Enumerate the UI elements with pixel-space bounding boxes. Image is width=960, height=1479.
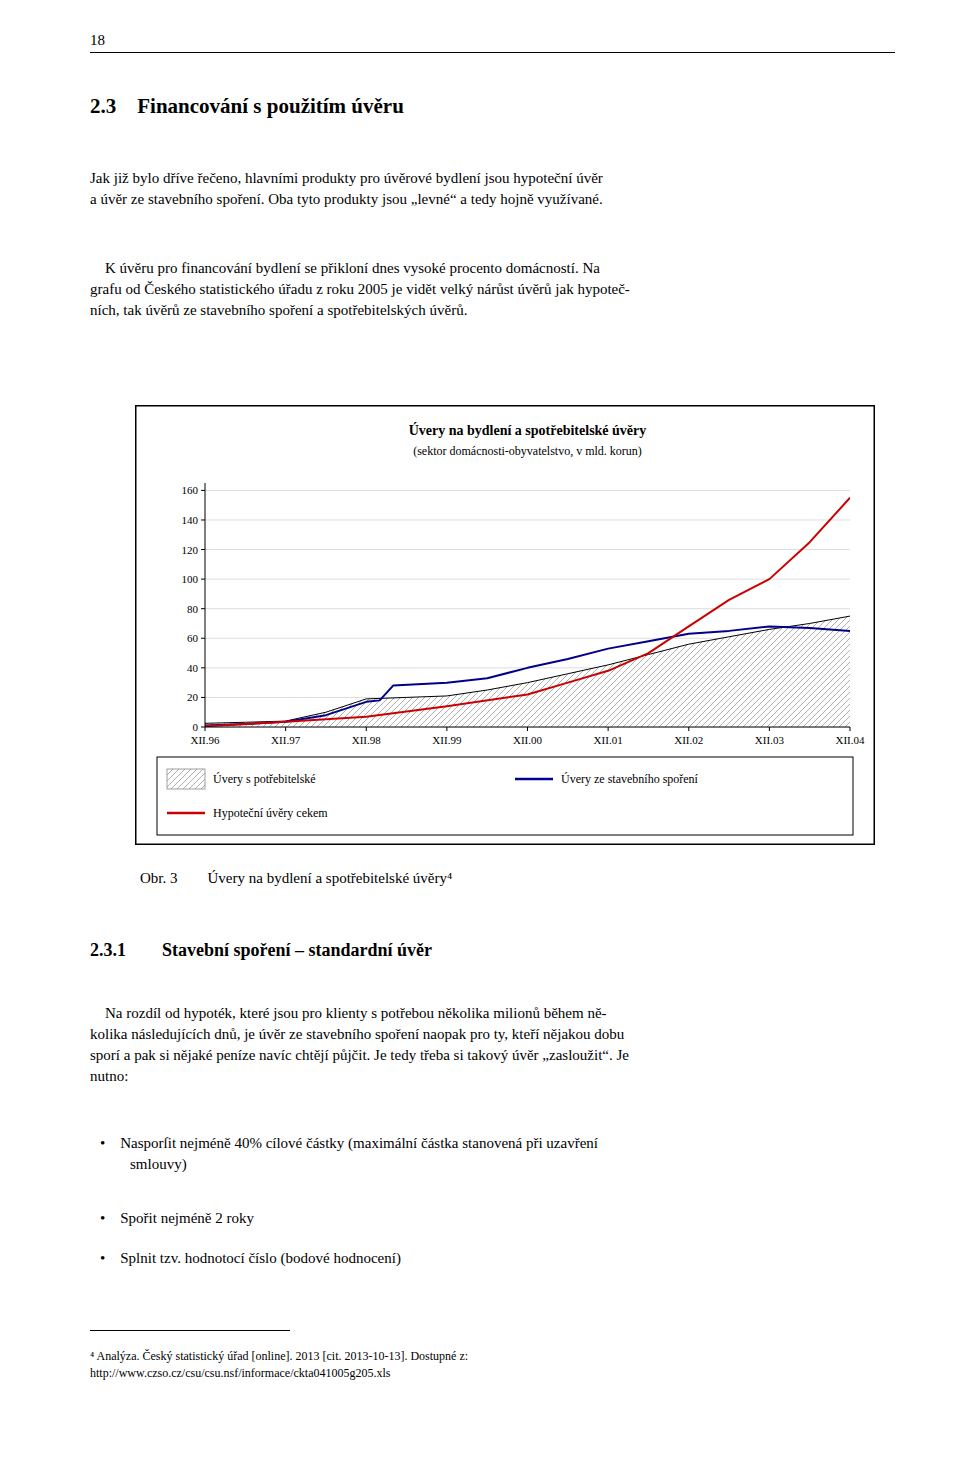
bullet: • Splnit tzv. hodnotocí číslo (bodové ho… [100, 1248, 401, 1269]
x-tick [205, 727, 206, 731]
paragraph: K úvěru pro financování bydlení se přikl… [90, 258, 630, 321]
section-title: 2.3 Financování s použitím úvěru [90, 92, 404, 121]
x-tick [850, 727, 851, 731]
x-tick-label: XII.01 [594, 734, 623, 746]
chart-title: Úvery na bydlení a spotřebitelské úvěry [409, 422, 647, 438]
plot-marks [205, 498, 850, 727]
chart-subtitle: (sektor domácnosti-obyvatelstvo, v mld. … [413, 444, 642, 458]
x-tick-label: XII.03 [755, 734, 785, 746]
x-tick-label: XII.04 [835, 734, 865, 746]
legend-swatch [167, 769, 205, 789]
area [205, 616, 850, 727]
y-tick [201, 697, 205, 698]
header-rule [90, 52, 895, 53]
caption: Obr. 3 Úvery na bydlení a spotřebitelské… [140, 868, 452, 889]
y-tick-label: 80 [187, 603, 199, 615]
page-number: 18 [90, 30, 105, 51]
x-tick [608, 727, 609, 731]
legend-label: Úvery ze stavebního spoření [561, 772, 699, 786]
grid-line [205, 579, 850, 580]
y-tick [201, 519, 205, 520]
y-tick [201, 638, 205, 639]
page: 18 2.3 Financování s použitím úvěru Jak ji… [0, 0, 960, 1479]
x-tick-label: XII.99 [432, 734, 462, 746]
y-tick [201, 549, 205, 550]
footnote: ⁴ Analýza. Český statistický úřad [onlin… [90, 1348, 468, 1382]
x-tick [769, 727, 770, 731]
area-outline [205, 616, 850, 723]
y-tick-label: 40 [187, 662, 199, 674]
y-tick [201, 579, 205, 580]
grid-line [205, 490, 850, 491]
y-tick [201, 608, 205, 609]
y-tick-label: 100 [182, 573, 199, 585]
y-tick [201, 727, 205, 728]
x-tick [285, 727, 286, 731]
x-tick [366, 727, 367, 731]
y-tick-label: 140 [182, 514, 199, 526]
paragraph: Na rozdíl od hypoték, které jsou pro kli… [90, 1003, 629, 1087]
grid-line [205, 608, 850, 609]
x-tick [446, 727, 447, 731]
bullet: • Spořit nejméně 2 roky [100, 1208, 254, 1229]
x-tick [527, 727, 528, 731]
legend-label: Hypoteční úvěry cekem [213, 806, 328, 820]
y-tick-label: 160 [182, 484, 199, 496]
x-tick-label: XII.97 [271, 734, 301, 746]
chart: Úvery na bydlení a spotřebitelské úvěry (… [135, 405, 875, 845]
legend-swatch [167, 812, 205, 815]
y-tick-label: 0 [193, 721, 199, 733]
y-tick-label: 120 [182, 544, 199, 556]
legend-box [157, 757, 853, 835]
footnote-rule [90, 1330, 290, 1331]
y-tick [201, 667, 205, 668]
x-tick-label: XII.00 [513, 734, 543, 746]
section-title: 2.3.1 Stavební spoření – standardní úvěr [90, 938, 432, 963]
grid-line [205, 549, 850, 550]
chart-frame [136, 406, 875, 845]
y-tick-label: 20 [187, 691, 199, 703]
paragraph: Jak již bylo dříve řečeno, hlavními prod… [90, 168, 603, 210]
y-tick [201, 490, 205, 491]
line [205, 626, 850, 725]
grid-line [205, 519, 850, 520]
line [205, 498, 850, 726]
x-tick [688, 727, 689, 731]
x-tick-label: XII.96 [190, 734, 220, 746]
x-tick-label: XII.02 [674, 734, 703, 746]
x-tick-label: XII.98 [352, 734, 382, 746]
legend-label: Úvery s potřebitelské [213, 772, 316, 786]
y-tick-label: 60 [187, 632, 199, 644]
legend-swatch [515, 778, 553, 781]
bullet: • Nasporſit nejméně 40% cílové částky (m… [100, 1133, 598, 1175]
